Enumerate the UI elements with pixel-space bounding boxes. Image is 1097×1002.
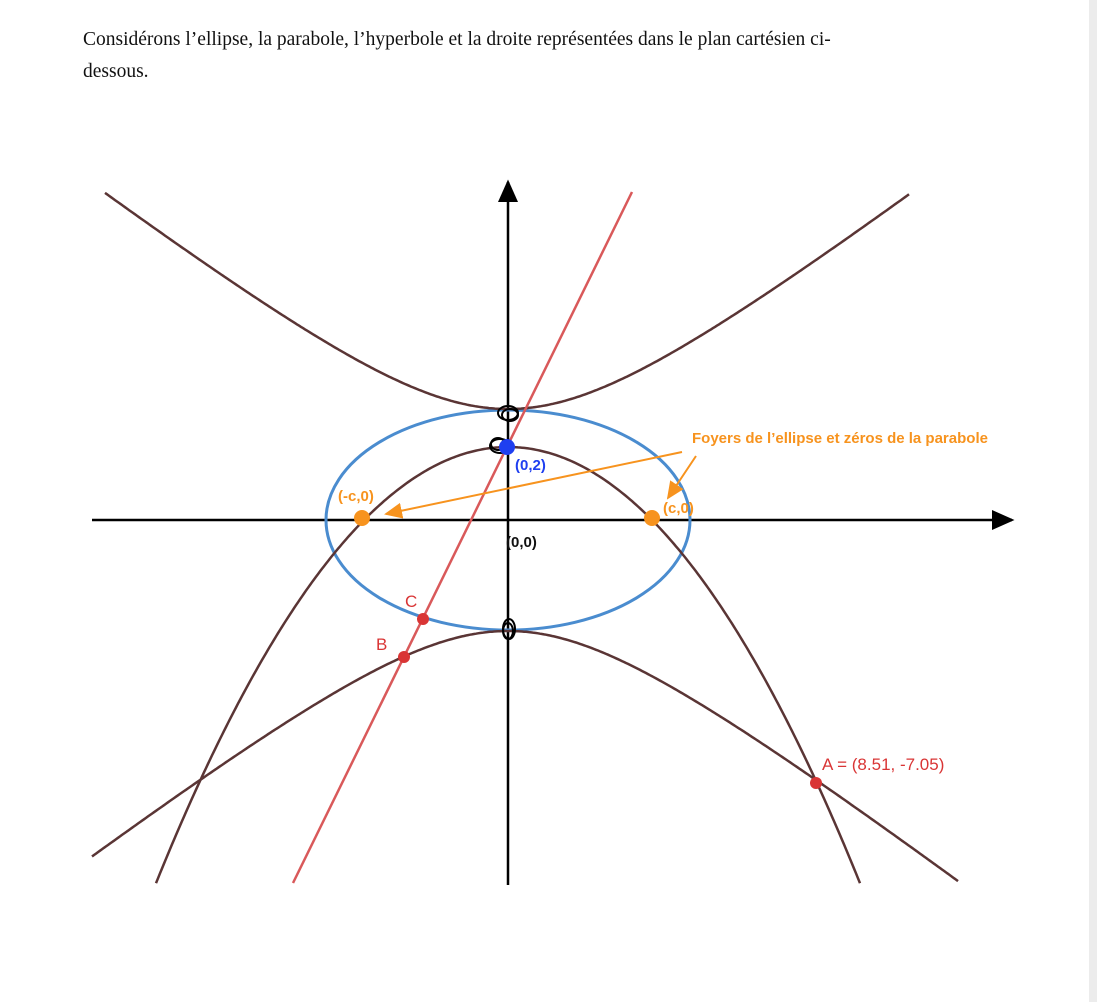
origin-label: (0,0) <box>506 534 537 551</box>
focus-left-label: (-c,0) <box>338 488 374 505</box>
scrollbar[interactable] <box>1089 0 1097 1002</box>
line <box>291 191 634 884</box>
focus-left-point <box>354 510 370 526</box>
focus-right-label: (c,0) <box>663 500 694 517</box>
intro-line-1: Considérons l’ellipse, la parabole, l’hy… <box>83 29 831 50</box>
intro-line-2: dessous. <box>83 61 149 82</box>
annotation-arrow-left <box>384 451 683 519</box>
point-b <box>398 651 410 663</box>
point-c-label: C <box>405 592 417 611</box>
intro-text: Considérons l’ellipse, la parabole, l’hy… <box>83 24 1043 88</box>
point-c <box>417 613 429 625</box>
annotation-label: Foyers de l’ellipse et zéros de la parab… <box>692 430 988 447</box>
point-b-label: B <box>376 635 387 654</box>
annotation-arrow-right <box>666 455 697 500</box>
focus-right-point <box>644 510 660 526</box>
point-0-2-label: (0,2) <box>515 457 546 474</box>
point-a <box>810 777 822 789</box>
point-a-label: A = (8.51, -7.05) <box>822 755 944 774</box>
point-0-2 <box>499 439 515 455</box>
